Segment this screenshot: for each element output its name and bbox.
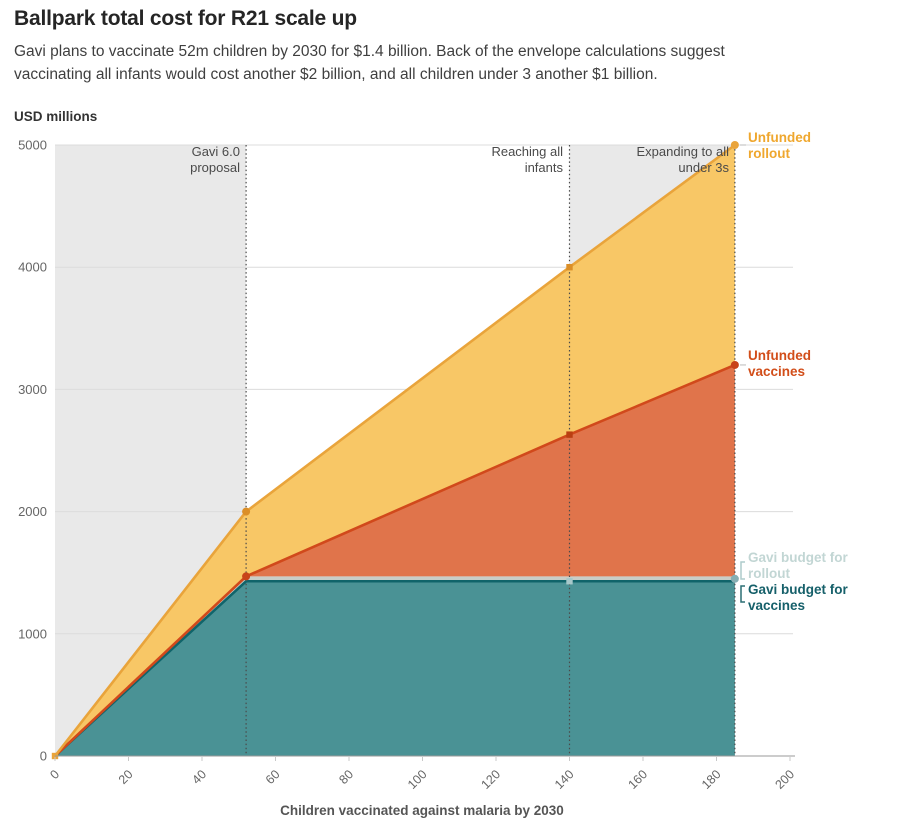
y-tick-label: 1000 — [18, 626, 47, 641]
y-axis-title: USD millions — [14, 109, 98, 124]
series-label-line: Unfunded — [748, 130, 811, 145]
x-tick-label: 20 — [116, 767, 136, 787]
series-label-line: vaccines — [748, 597, 806, 613]
x-tick-label: 180 — [699, 767, 724, 792]
x-tick-label: 0 — [47, 767, 62, 782]
y-tick-label: 2000 — [18, 504, 47, 519]
data-point-marker — [566, 578, 573, 585]
line-gavi-budget-for-vaccines — [54, 579, 735, 757]
label-bracket-gavi-rollout — [740, 561, 745, 580]
chart-canvas: 0 20 40 60 80 100 120 140 160 180 2000100020003000… — [18, 138, 797, 792]
data-point-marker — [730, 360, 739, 369]
milestone-label-gavi-proposal: Gavi 6.0 proposal — [110, 144, 240, 175]
y-tick-label: 3000 — [18, 382, 47, 397]
y-tick-label: 4000 — [18, 260, 47, 275]
milestone-label-line: under 3s — [678, 159, 729, 175]
area-gavi-budget-for-vaccines — [55, 581, 735, 756]
subtitle-line: Gavi plans to vaccinate 52m children by … — [14, 43, 725, 60]
series-label-unfunded-vaccines: Unfunded vaccines — [748, 348, 898, 379]
milestone-label-line: proposal — [190, 159, 240, 175]
data-point-marker — [566, 431, 573, 438]
y-tick-label: 0 — [40, 749, 47, 764]
x-tick-label: 120 — [478, 767, 503, 792]
subtitle-line: vaccinating all infants would cost anoth… — [14, 66, 658, 83]
series-label-unfunded-rollout: Unfunded rollout — [748, 130, 898, 161]
series-label-line: Gavi budget for — [748, 550, 848, 565]
series-label-line: vaccines — [748, 363, 806, 379]
x-tick-label: 160 — [625, 767, 650, 792]
series-label-line: Unfunded — [748, 348, 811, 363]
x-tick-label: 140 — [552, 767, 577, 792]
series-label-gavi-budget-rollout: Gavi budget for rollout — [748, 550, 898, 581]
milestone-label-reaching-all-infants: Reaching all infants — [433, 144, 563, 175]
x-tick-label: 100 — [405, 767, 430, 792]
x-tick-label: 80 — [336, 767, 356, 787]
milestone-label-line: infants — [524, 159, 563, 175]
chart-area: 0 20 40 60 80 100 120 140 160 180 200 0 1000 2000 3000… — [0, 130, 910, 828]
data-point-marker — [242, 572, 251, 581]
milestone-label-line: Reaching all — [491, 144, 563, 159]
series-label-line: rollout — [748, 145, 790, 161]
line-unfunded-rollout — [53, 143, 736, 757]
area-unfunded-vaccines — [55, 364, 735, 756]
x-tick-label: 40 — [189, 767, 209, 787]
data-point-marker — [566, 264, 573, 271]
data-point-marker — [730, 141, 739, 149]
label-bracket-gavi-vaccines — [740, 585, 745, 603]
x-axis-title: Children vaccinated against malaria by 2… — [280, 803, 564, 818]
page-subtitle: Gavi plans to vaccinate 52m children by … — [14, 40, 902, 86]
milestone-label-line: Expanding to all — [636, 144, 729, 159]
area-unfunded-rollout — [55, 145, 735, 756]
milestone-label-line: Gavi 6.0 — [191, 144, 240, 159]
x-tick-label: 200 — [772, 767, 797, 792]
y-tick-label: 5000 — [18, 138, 47, 153]
x-tick-label: 60 — [263, 767, 283, 787]
line-unfunded-vaccines — [54, 363, 736, 757]
data-point-marker — [242, 507, 251, 516]
series-label-line: rollout — [748, 565, 790, 581]
page-title: Ballpark total cost for R21 scale up — [14, 7, 357, 30]
data-point-marker — [730, 574, 739, 583]
milestone-label-expanding-under-3s: Expanding to all under 3s — [599, 144, 729, 175]
series-label-gavi-budget-vaccines: Gavi budget for vaccines — [748, 582, 898, 613]
series-label-line: Gavi budget for — [748, 582, 848, 597]
